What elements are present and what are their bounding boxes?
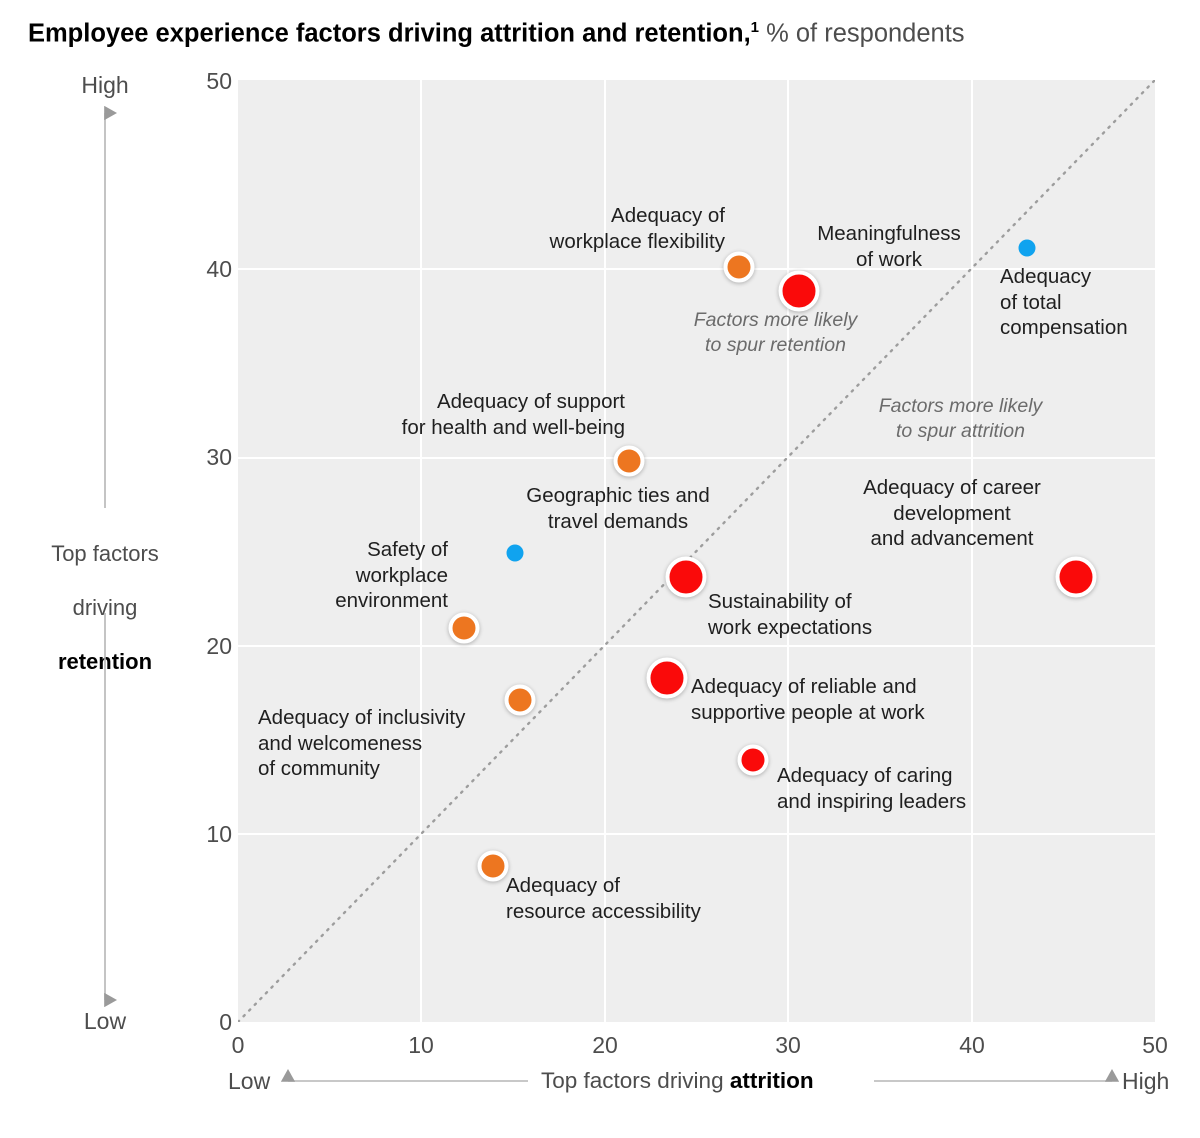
label-meaningfulness-of-work: Meaningfulness of work bbox=[817, 222, 961, 271]
x-axis-title: Top factors driving attrition bbox=[541, 1068, 814, 1094]
label-reliable-supportive-people: Adequacy of reliable and supportive peop… bbox=[691, 675, 925, 724]
gridline-x-30 bbox=[787, 80, 789, 1022]
y-axis-title-line1: Top factors bbox=[51, 541, 159, 566]
title-main: Employee experience factors driving attr… bbox=[28, 19, 751, 48]
title-footnote-marker: 1 bbox=[750, 19, 760, 36]
data-point-resource-accessibility[interactable] bbox=[477, 850, 509, 882]
data-point-safety-of-workplace[interactable] bbox=[448, 612, 480, 644]
annotation-spur-attrition: Factors more likely to spur attrition bbox=[878, 395, 1043, 442]
page-title: Employee experience factors driving attr… bbox=[28, 12, 965, 50]
x-axis-low-label: Low bbox=[228, 1068, 271, 1094]
y-tick-30: 30 bbox=[206, 444, 232, 470]
label-inclusivity-welcomeness: Adequacy of inclusivity and welcomeness … bbox=[258, 706, 466, 780]
data-point-career-development[interactable] bbox=[1055, 556, 1097, 598]
y-axis-high-label: High bbox=[81, 72, 129, 98]
y-tick-10: 10 bbox=[206, 821, 232, 847]
data-point-total-compensation[interactable] bbox=[1018, 239, 1036, 257]
y-axis-low-label: Low bbox=[83, 1008, 127, 1034]
diagonal-reference-line bbox=[238, 80, 1155, 1022]
gridline-y-10 bbox=[238, 833, 1155, 835]
gridline-y-40 bbox=[238, 268, 1155, 270]
y-tick-0: 0 bbox=[219, 1009, 232, 1035]
data-point-geographic-ties[interactable] bbox=[506, 544, 524, 562]
label-workplace-flexibility: Adequacy of workplace flexibility bbox=[549, 204, 725, 253]
x-tick-0: 0 bbox=[231, 1032, 245, 1058]
data-point-inclusivity-welcomeness[interactable] bbox=[504, 684, 536, 716]
gridline-x-10 bbox=[420, 80, 422, 1022]
y-tick-20: 20 bbox=[206, 633, 232, 659]
data-point-sustainability-of-work-expectations[interactable] bbox=[665, 556, 706, 598]
x-tick-10: 10 bbox=[408, 1032, 434, 1058]
data-point-health-and-well-being[interactable] bbox=[613, 445, 645, 476]
x-tick-50: 50 bbox=[1142, 1032, 1168, 1058]
data-point-workplace-flexibility[interactable] bbox=[723, 251, 755, 283]
label-sustainability: Sustainability of work expectations bbox=[708, 590, 873, 639]
x-tick-40: 40 bbox=[959, 1032, 985, 1058]
gridline-y-30 bbox=[238, 457, 1155, 459]
annotation-spur-retention: Factors more likely to spur retention bbox=[693, 309, 858, 356]
data-point-reliable-supportive-people[interactable] bbox=[646, 657, 688, 699]
label-caring-inspiring-leaders: Adequacy of caring and inspiring leaders bbox=[777, 764, 967, 813]
gridline-x-40 bbox=[971, 80, 973, 1022]
label-resource-accessibility: Adequacy of resource accessibility bbox=[506, 874, 701, 923]
data-point-meaningfulness-of-work[interactable] bbox=[778, 270, 820, 312]
x-axis-high-label: High bbox=[1122, 1068, 1170, 1094]
label-geographic-ties: Geographic ties and travel demands bbox=[526, 484, 710, 533]
y-tick-40: 40 bbox=[206, 256, 232, 282]
label-safety-of-workplace: Safety of workplace environment bbox=[335, 538, 448, 612]
label-total-compensation: Adequacy of total compensation bbox=[1000, 265, 1128, 339]
data-point-caring-inspiring-leaders[interactable] bbox=[737, 744, 769, 776]
label-career-development: Adequacy of career development and advan… bbox=[863, 476, 1041, 550]
label-health-and-well-being: Adequacy of support for health and well-… bbox=[401, 390, 625, 439]
title-suffix: % of respondents bbox=[759, 19, 965, 48]
gridline-x-20 bbox=[604, 80, 606, 1022]
x-axis-title-prefix: Top factors driving bbox=[541, 1068, 730, 1093]
gridline-y-20 bbox=[238, 645, 1155, 647]
y-tick-50: 50 bbox=[206, 68, 232, 94]
plot-area: Adequacy of workplace flexibility Meanin… bbox=[238, 80, 1155, 1022]
x-axis-title-bold: attrition bbox=[729, 1068, 814, 1093]
x-tick-30: 30 bbox=[775, 1032, 801, 1058]
x-tick-20: 20 bbox=[592, 1032, 618, 1058]
